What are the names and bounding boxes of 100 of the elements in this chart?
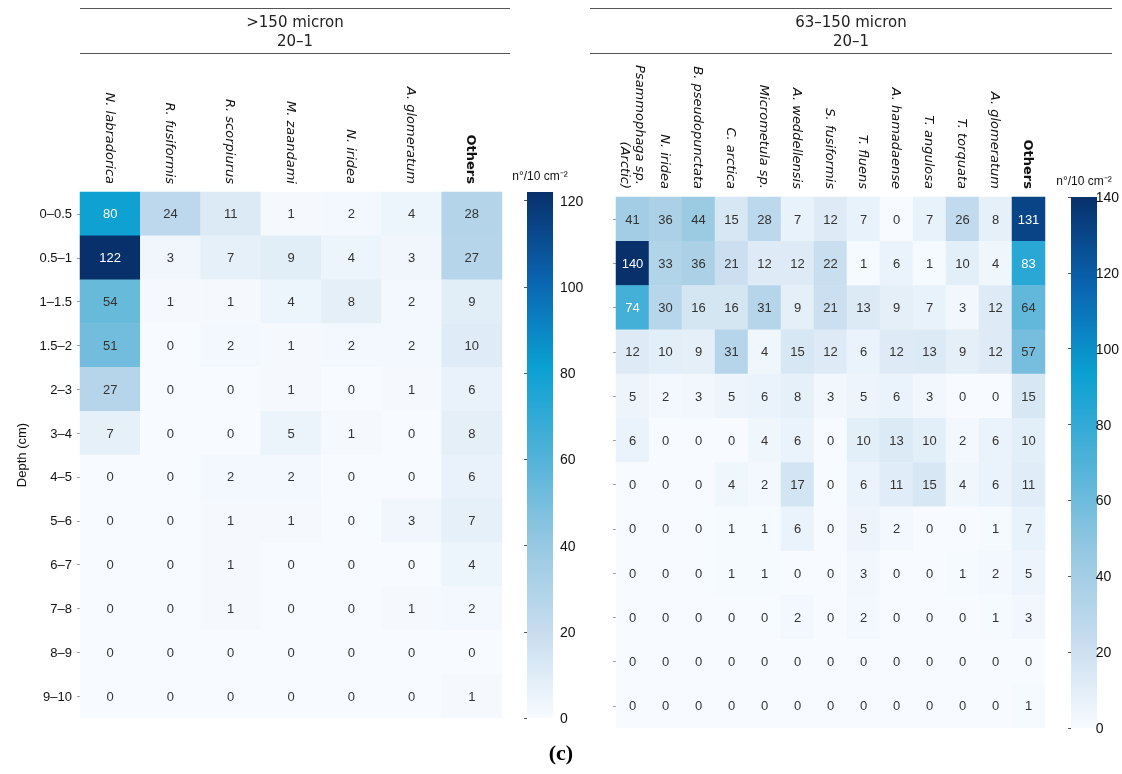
data-label: 2	[227, 469, 235, 485]
data-label: 5	[1024, 565, 1033, 581]
data-label: 7	[925, 211, 934, 227]
data-label: 131	[1017, 211, 1040, 227]
data-label: 0	[287, 644, 295, 660]
data-label: 0	[407, 557, 416, 573]
data-label: 6	[859, 477, 868, 493]
data-label: 0	[347, 469, 355, 485]
data-label: 0	[892, 698, 901, 714]
data-label: 5	[287, 425, 295, 441]
x-tick-label: S. fusiformis	[823, 108, 838, 190]
color-bar-label: 0	[560, 710, 568, 726]
x-tick-label: R. scorpiurus	[223, 99, 239, 185]
data-label: 3	[859, 565, 868, 581]
data-label: 6	[991, 432, 1000, 448]
data-label: 2	[859, 609, 868, 625]
data-label: 7	[106, 425, 114, 441]
data-label: 3	[958, 300, 967, 316]
data-label: 44	[691, 211, 706, 227]
data-label: 0	[347, 557, 355, 573]
data-label: 33	[658, 255, 673, 271]
x-tick-label: A. glomeratum	[988, 90, 1003, 189]
data-label: 1	[727, 565, 736, 581]
data-label: 0	[925, 698, 934, 714]
data-label: 1	[287, 513, 295, 529]
data-label: 0	[166, 381, 175, 397]
y-tick-label: 6–7	[50, 557, 72, 573]
data-label: 28	[757, 211, 772, 227]
y-tick-label: 1.5–2	[39, 337, 72, 353]
data-label: 0	[287, 557, 295, 573]
data-label: 0	[826, 477, 835, 493]
color-bar-title: n°/10 cm⁻²	[1056, 174, 1112, 188]
data-label: 15	[1021, 388, 1036, 404]
data-label: 0	[892, 654, 901, 670]
data-label: 36	[691, 255, 706, 271]
data-label: 3	[826, 388, 835, 404]
data-label: 0	[166, 469, 175, 485]
data-label: 0	[826, 698, 835, 714]
data-label: 0	[694, 609, 703, 625]
data-label: 0	[694, 654, 703, 670]
data-label: 0	[106, 469, 114, 485]
data-label: 6	[892, 255, 901, 271]
data-label: 16	[691, 300, 706, 316]
data-label: 0	[859, 698, 868, 714]
data-label: 0	[661, 698, 670, 714]
data-label: 4	[407, 206, 416, 222]
data-label: 11	[889, 477, 904, 493]
data-label: 0	[694, 565, 703, 581]
data-label: 1	[991, 521, 1000, 537]
data-label: 6	[628, 432, 637, 448]
data-label: 0	[227, 381, 235, 397]
data-label: 2	[793, 609, 802, 625]
data-label: 0	[991, 698, 1000, 714]
data-label: 54	[102, 294, 118, 310]
data-label: 22	[823, 255, 838, 271]
data-label: 0	[661, 432, 670, 448]
data-label: 0	[407, 469, 416, 485]
data-label: 1	[287, 206, 295, 222]
data-label: 1	[347, 425, 355, 441]
data-label: 11	[223, 206, 238, 222]
x-tick-label: R. fusiformis	[162, 102, 178, 185]
data-label: 0	[958, 609, 967, 625]
data-label: 2	[347, 206, 355, 222]
data-label: 26	[955, 211, 970, 227]
data-label: 6	[793, 521, 802, 537]
data-label: 3	[407, 513, 416, 529]
data-label: 0	[991, 388, 1000, 404]
data-label: 3	[166, 250, 175, 266]
data-label: 8	[991, 211, 1000, 227]
data-label: 6	[468, 469, 476, 485]
data-label: 13	[856, 300, 871, 316]
data-label: 1	[227, 513, 235, 529]
data-label: 28	[464, 206, 480, 222]
data-label: 1	[407, 381, 416, 397]
color-bar-label: 40	[560, 537, 576, 554]
data-label: 0	[661, 565, 670, 581]
data-label: 0	[106, 644, 114, 660]
data-label: 0	[661, 477, 670, 493]
color-bar-label: 0	[1095, 720, 1104, 736]
data-label: 0	[826, 609, 835, 625]
data-label: 0	[227, 688, 235, 704]
data-label: 2	[991, 565, 1000, 581]
data-label: 64	[1021, 300, 1036, 316]
data-label: 12	[790, 255, 805, 271]
color-bar-label: 120	[560, 192, 584, 209]
data-label: 1	[227, 294, 235, 310]
data-label: 4	[991, 255, 1000, 271]
data-label: 0	[892, 211, 901, 227]
data-label: 0	[628, 654, 637, 670]
data-label: 0	[991, 654, 1000, 670]
data-label: 0	[1024, 654, 1033, 670]
text: (c)	[547, 740, 575, 766]
color-bar-label: 80	[560, 365, 576, 382]
data-label: 0	[166, 600, 175, 616]
data-label: 0	[628, 521, 637, 537]
data-label: 1	[859, 255, 868, 271]
y-tick-label: 3–4	[50, 425, 72, 441]
data-label: 0	[892, 565, 901, 581]
data-label: 1	[727, 521, 736, 537]
data-label: 6	[793, 432, 802, 448]
